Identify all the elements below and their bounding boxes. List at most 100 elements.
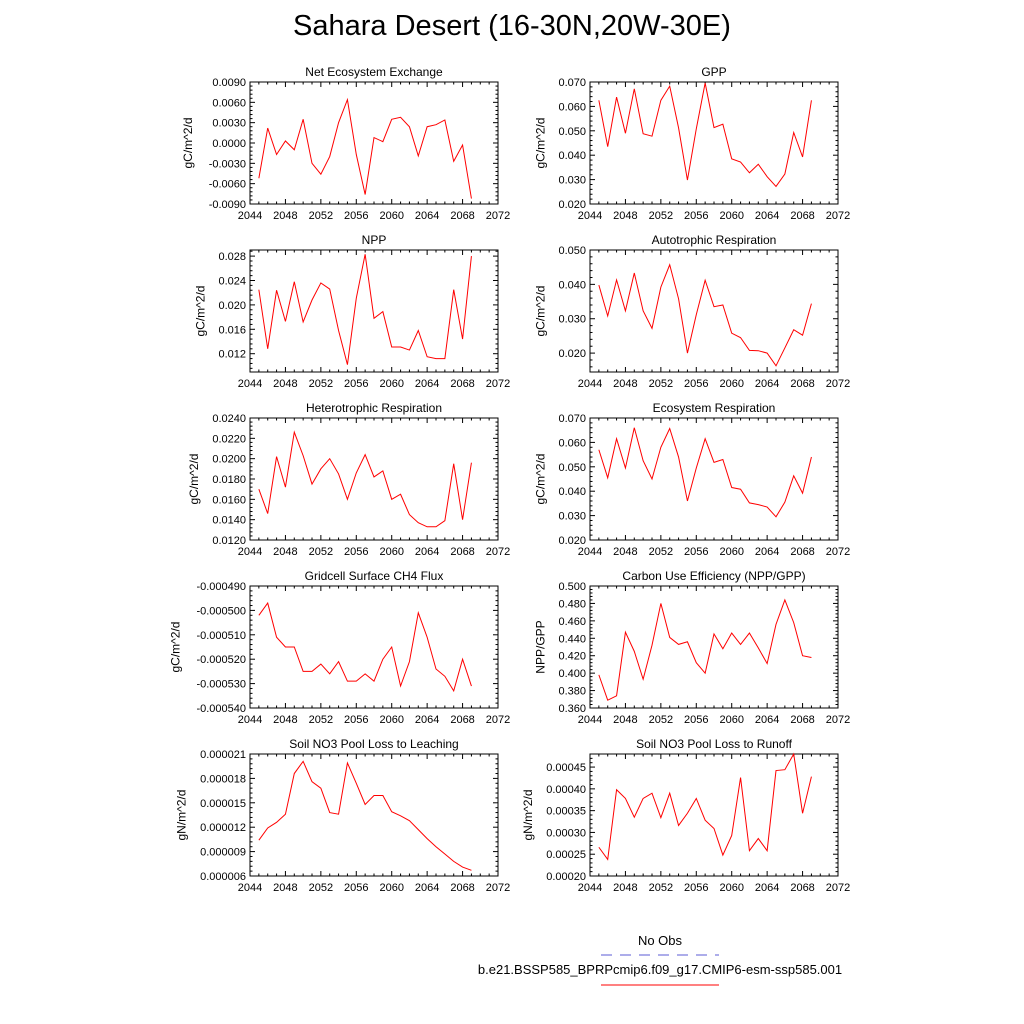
plot-frame [589, 249, 839, 373]
x-tick-label: 2064 [415, 546, 439, 558]
y-axis-label: gC/m^2/d [534, 118, 548, 169]
y-tick-label: 0.000012 [200, 822, 246, 834]
y-tick-label: 0.480 [558, 598, 586, 610]
y-tick-label: 0.00030 [546, 827, 586, 839]
panel-soil-no3-pool-loss-to-leaching: Soil NO3 Pool Loss to Leaching 2044 2048 20… [175, 737, 511, 894]
y-tick-label: -0.000510 [196, 630, 246, 642]
x-tick-label: 2044 [578, 546, 602, 558]
x-tick-label: 2064 [755, 378, 779, 390]
y-axis-label: gC/m^2/d [187, 454, 201, 505]
legend: No Obs b.e21.BSSP585_BPRPcmip6.f09_g17.C… [478, 933, 842, 986]
series-line [598, 82, 812, 188]
series-line [598, 263, 812, 367]
y-tick-label: 0.070 [558, 77, 586, 89]
x-tick-label: 2044 [578, 378, 602, 390]
x-tick-label: 2072 [826, 882, 850, 894]
y-tick-label: 0.040 [558, 150, 586, 162]
x-tick-label: 2052 [309, 210, 333, 222]
x-tick-label: 2052 [309, 546, 333, 558]
y-tick-label: -0.0090 [209, 199, 246, 211]
y-tick-label: 0.360 [558, 703, 586, 715]
y-tick-label: 0.0090 [212, 77, 246, 89]
x-tick-label: 2056 [344, 714, 368, 726]
y-tick-label: 0.00025 [546, 849, 586, 861]
plot-frame [589, 417, 839, 541]
panel-title: Net Ecosystem Exchange [305, 65, 443, 79]
panel-title: Gridcell Surface CH4 Flux [305, 569, 444, 583]
y-tick-label: 0.020 [218, 300, 246, 312]
y-tick-label: 0.050 [558, 126, 586, 138]
x-tick-label: 2048 [273, 546, 297, 558]
plot-frame [589, 81, 839, 205]
y-tick-label: 0.070 [558, 413, 586, 425]
y-tick-label: -0.000500 [196, 605, 246, 617]
series-line [258, 760, 472, 871]
x-tick-label: 2056 [684, 882, 708, 894]
y-tick-label: -0.000530 [196, 679, 246, 691]
panel-ecosystem-respiration: Ecosystem Respiration 2044 2048 2052 2056 206… [534, 401, 851, 558]
y-tick-label: 0.460 [558, 616, 586, 628]
y-axis-label: gN/m^2/d [521, 790, 535, 841]
x-tick-label: 2060 [719, 210, 743, 222]
x-tick-label: 2072 [486, 546, 510, 558]
panel-soil-no3-pool-loss-to-runoff: Soil NO3 Pool Loss to Runoff 2044 2048 2052… [521, 737, 850, 894]
panel-title: GPP [701, 65, 726, 79]
y-tick-label: 0.000018 [200, 773, 246, 785]
y-tick-label: 0.440 [558, 633, 586, 645]
y-tick-label: 0.020 [558, 199, 586, 211]
x-tick-label: 2052 [649, 546, 673, 558]
x-tick-label: 2048 [273, 882, 297, 894]
x-tick-label: 2044 [578, 210, 602, 222]
series-line [598, 427, 812, 518]
y-tick-label: 0.060 [558, 101, 586, 113]
panel-title: Ecosystem Respiration [653, 401, 776, 415]
y-tick-label: -0.000490 [196, 581, 246, 593]
panel-title: Autotrophic Respiration [652, 233, 777, 247]
panel-title: Soil NO3 Pool Loss to Leaching [289, 737, 458, 751]
x-tick-label: 2068 [790, 714, 814, 726]
y-tick-label: 0.0180 [212, 474, 246, 486]
x-tick-label: 2068 [790, 546, 814, 558]
panel-gpp: GPP 2044 2048 2052 2056 2060 2064 2068 2072 0.020… [534, 65, 851, 222]
x-tick-label: 2068 [450, 210, 474, 222]
x-tick-label: 2064 [755, 210, 779, 222]
x-tick-label: 2072 [486, 210, 510, 222]
x-tick-label: 2056 [344, 210, 368, 222]
series-line [598, 752, 812, 861]
x-tick-label: 2044 [578, 882, 602, 894]
legend-obs-label: No Obs [638, 933, 683, 948]
y-tick-label: 0.00035 [546, 806, 586, 818]
plot-frame [589, 753, 839, 877]
panel-npp: NPP 2044 2048 2052 2056 2060 2064 2068 2072 0.012… [194, 233, 511, 390]
x-tick-label: 2048 [613, 714, 637, 726]
y-tick-label: 0.016 [218, 324, 246, 336]
x-tick-label: 2064 [415, 714, 439, 726]
y-tick-label: 0.040 [558, 486, 586, 498]
y-tick-label: 0.00020 [546, 871, 586, 883]
y-tick-label: 0.030 [558, 511, 586, 523]
y-tick-label: 0.000021 [200, 749, 246, 761]
panel-title: Heterotrophic Respiration [306, 401, 442, 415]
x-tick-label: 2072 [826, 546, 850, 558]
y-tick-label: 0.0120 [212, 535, 246, 547]
y-tick-label: 0.024 [218, 276, 246, 288]
series-line [258, 601, 472, 693]
x-tick-label: 2048 [273, 210, 297, 222]
x-tick-label: 2072 [486, 882, 510, 894]
y-tick-label: 0.060 [558, 437, 586, 449]
x-tick-label: 2048 [613, 378, 637, 390]
panel-net-ecosystem-exchange: Net Ecosystem Exchange 2044 2048 2052 2056 20… [181, 65, 510, 222]
x-tick-label: 2060 [379, 378, 403, 390]
y-axis-label: gC/m^2/d [194, 286, 208, 337]
y-axis-label: gN/m^2/d [175, 790, 189, 841]
y-tick-label: 0.030 [558, 314, 586, 326]
panel-autotrophic-respiration: Autotrophic Respiration 2044 2048 2052 2056 2… [534, 233, 851, 390]
x-tick-label: 2068 [790, 210, 814, 222]
y-tick-label: 0.0200 [212, 454, 246, 466]
x-tick-label: 2056 [684, 378, 708, 390]
y-tick-label: 0.050 [558, 245, 586, 257]
y-tick-label: 0.020 [558, 348, 586, 360]
y-tick-label: 0.030 [558, 175, 586, 187]
x-tick-label: 2052 [309, 378, 333, 390]
